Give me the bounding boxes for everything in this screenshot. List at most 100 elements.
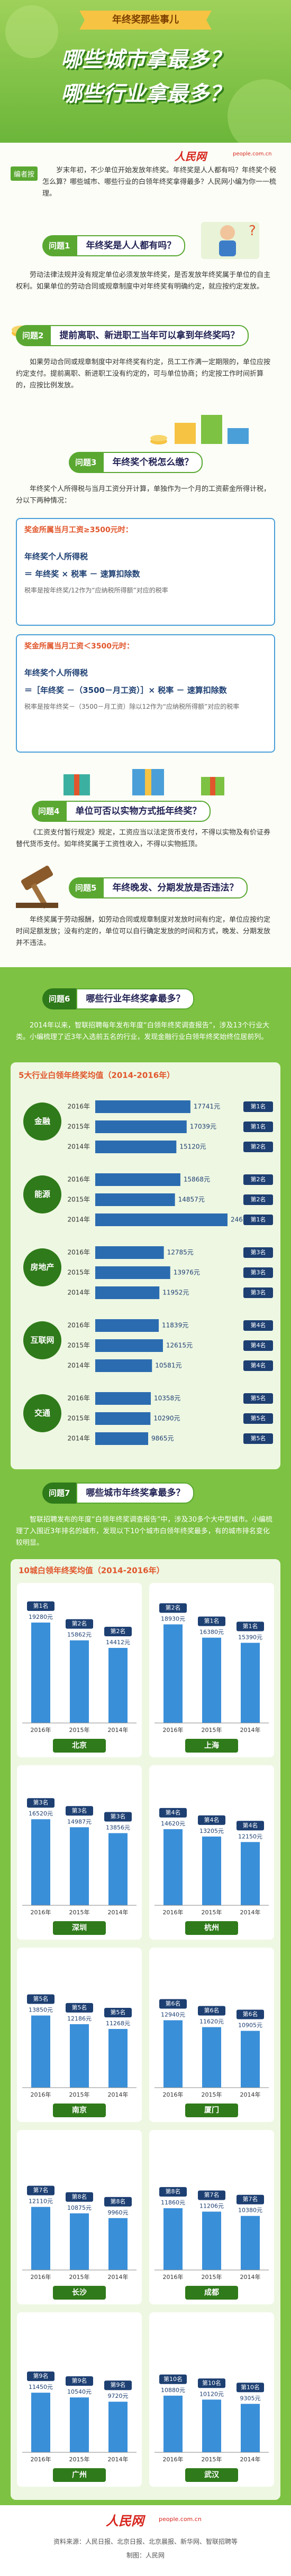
tax-header: 奖金所属当月工资≥3500元时： [24,526,133,534]
value-label: 9865元 [151,1435,174,1442]
question-banner: 问题3 年终奖个税怎么缴？ [69,452,203,473]
svg-text:?: ? [249,223,256,239]
answer: 劳动法律法规并没有规定单位必须发放年终奖，是否发放年终奖属于单位的自主权利。如果… [16,271,271,291]
bar [31,1819,50,1905]
year-label: 2015年 [67,1196,90,1203]
value-label: 11620元 [199,2018,224,2025]
value-label: 11839元 [162,1322,188,1329]
rank-box [243,1393,273,1404]
year-label: 2016年 [163,1726,184,1734]
question-label: 问题5 [69,877,103,898]
year-label: 2015年 [69,2273,90,2281]
rank-box [27,1798,54,1808]
value-label: 14987元 [67,1818,92,1825]
city-name: 长沙 [72,2288,87,2297]
rank-label: 第3名 [251,1248,266,1256]
logo-sub: people.com.cn [233,151,272,157]
city-band [53,2104,106,2117]
year-label: 2014年 [67,1435,90,1442]
question-title: 年终晚发、分期发放是否违法？ [103,877,248,898]
footer: 人民网 people.com.cn 资料来源：人民日报、北京日报、北京晨报、新华… [0,2505,291,2576]
rank-box [159,2187,187,2197]
value-label: 10120元 [199,2390,224,2397]
question-label: 问题3 [69,452,103,473]
credit: 制图：人民网 [126,2552,165,2559]
bar [202,1637,221,1723]
logo: 人民网 [175,150,206,163]
value-label: 12186元 [67,2015,92,2022]
year-label: 2014年 [67,1289,90,1296]
city-name: 武汉 [204,2470,220,2479]
illustration [16,865,58,909]
year-label: 2015年 [202,1908,222,1916]
question-1: ? 问题1 年终奖是人人都有吗？ 劳动法律法规并没有规定单位必须发放年终奖，是否发… [0,211,291,317]
rank-label: 第3名 [251,1268,266,1276]
answer: 年终奖属于劳动报酬，如劳动合同或规章制度对发放时间有约定，单位应按约定时间足额发… [16,916,271,947]
rank-box [198,2378,225,2388]
value-label: 15862元 [67,1632,92,1638]
rank-label: 第2名 [251,1196,266,1203]
year-label: 2015年 [69,1908,90,1916]
rank-label: 第10名 [163,2375,183,2383]
question-title: 哪些行业年终奖拿最多？ [76,988,195,1009]
industry-icon [23,1248,61,1286]
bar [163,2208,183,2270]
value-label: 14412元 [106,1639,130,1646]
rank-box [159,1603,187,1613]
rank-box [237,2383,264,2393]
value-label: 9720元 [108,2393,129,2399]
year-label: 2015年 [202,2455,222,2463]
value-label: 12150元 [238,1833,262,1840]
year-label: 2014年 [108,2091,129,2098]
question-title: 年终奖是人人都有吗？ [76,235,186,256]
value-label: 15868元 [184,1176,210,1183]
bar [70,1827,89,1905]
rank-box [243,1247,273,1258]
bar [95,1392,151,1405]
illustration [150,415,249,444]
value-label: 15120元 [179,1143,206,1151]
city-name: 杭州 [204,1923,219,1932]
city-name: 上海 [204,1741,219,1750]
rank-box [237,1621,264,1632]
bar [241,2031,260,2088]
title-line: 哪些城市拿最多？ [61,48,230,72]
year-label: 2016年 [31,2273,51,2281]
answer: 年终奖个人所得税与当月工资分开计算，单独作为一个月的工资薪金所得计税，分以下两种… [16,485,271,505]
year-label: 2015年 [67,1269,90,1276]
value-label: 12615元 [166,1342,193,1349]
bar [241,2216,260,2270]
rank-box [237,2194,264,2204]
rank-box [27,2185,54,2195]
value-label: 9305元 [240,2395,261,2402]
value-label: 18930元 [161,1615,185,1622]
rank-box [104,1626,132,1636]
value-label: 14620元 [161,1820,185,1827]
rank-label: 第8名 [72,2193,87,2200]
question-2: 问题2 提前离职、新进职工当年可以拿到年终奖吗？ 如果劳动合同或规章制度中对年终奖… [0,317,291,407]
rank-box [104,2007,132,2017]
year-label: 2016年 [163,1908,184,1916]
year-label: 2016年 [67,1176,90,1183]
rank-label: 第4名 [251,1361,266,1369]
bar [108,2028,128,2088]
city-band [185,2104,238,2117]
rank-box [243,1267,273,1278]
industry-icon [23,1102,61,1141]
bar [95,1120,187,1133]
rank-box [104,2380,132,2390]
rank-label: 第2名 [166,1604,181,1611]
value-label: 13856元 [106,1824,130,1831]
rank-label: 第5名 [72,2004,87,2011]
rank-label: 第9名 [72,2377,87,2384]
rank-box [159,1999,187,2009]
rank-box [27,2371,54,2382]
chart-title: 5大行业白领年终奖均值（2014-2016年） [19,1071,175,1080]
question-4: 问题4 单位可否以实物方式抵年终奖？ 《工资支付暂行规定》规定，工资应当以法定货币… [0,766,291,856]
bar [202,1836,221,1905]
value-label: 10358元 [154,1395,180,1402]
bar [70,2213,89,2270]
rank-label: 第10名 [202,2379,221,2386]
bar [95,1246,164,1259]
